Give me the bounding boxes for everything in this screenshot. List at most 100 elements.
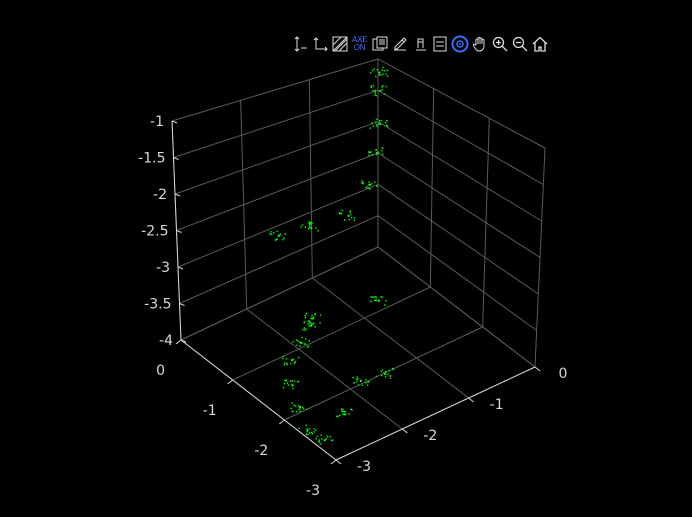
data-point [341,408,343,410]
axis-z-arrows-icon[interactable] [290,34,309,54]
data-point [391,367,394,370]
y-tick-mark [175,339,182,345]
axes-on-toggle[interactable]: AXE ON [350,34,369,54]
data-point [377,151,380,154]
data-point [317,230,319,232]
data-point [383,372,385,374]
x-tick-label: 0 [559,366,568,382]
data-point [370,296,372,298]
data-point [305,313,308,315]
data-point [373,68,376,70]
data-point [308,224,311,226]
data-point [376,125,378,128]
data-point [381,374,383,377]
grid-line [377,152,541,258]
data-point [381,86,383,88]
data-point [361,180,363,182]
data-point [385,121,387,124]
brush-icon[interactable] [410,34,429,54]
data-point [303,321,305,324]
data-point [381,88,384,91]
data-point [375,295,377,298]
data-point [337,415,339,417]
data-point [374,92,376,94]
data-point [366,186,368,188]
y-tick-label: -3 [306,483,320,499]
data-point [292,410,294,413]
data-point [368,183,370,186]
y-tick-label: 0 [156,363,165,379]
data-point [375,149,377,151]
data-point [353,219,356,222]
z-tick-mark [174,193,181,197]
grid-line [377,215,537,331]
data-point [300,341,303,344]
data-point [293,362,296,365]
data-point [389,375,392,377]
rotate-3d-icon[interactable] [450,34,469,54]
x-tick-mark [402,428,408,434]
data-point [382,66,384,69]
data-point [320,443,322,445]
data-point [298,409,300,411]
data-point [355,378,358,380]
legend-icon[interactable] [430,34,449,54]
pan-hand-icon[interactable] [470,34,489,54]
data-point [376,69,378,71]
data-point [313,322,315,324]
data-point [385,300,387,302]
grid-line [377,183,539,295]
grid-line [534,147,546,368]
data-point [274,239,277,241]
data-point [381,369,384,371]
data-point [302,328,304,331]
data-point [300,226,302,228]
data-point [310,227,313,230]
data-point [386,125,389,128]
data-point [342,408,344,411]
data-point [316,435,318,438]
data-point [279,233,281,235]
data-point [378,71,381,74]
data-point [350,216,353,219]
data-point [282,387,285,389]
data-point [306,346,309,348]
data-point [318,439,320,441]
zoom-out-icon[interactable] [510,34,529,54]
data-point [340,213,343,215]
data-point [291,384,294,387]
point-cloud [269,66,395,445]
data-point [381,69,384,71]
x-tick-mark [534,366,541,372]
edit-plot-icon[interactable] [390,34,409,54]
data-point [311,433,314,435]
data-point [297,340,299,342]
data-point [371,122,373,124]
z-tick-mark [176,230,182,233]
home-icon[interactable] [530,34,549,54]
data-point [310,317,312,319]
grid-line [232,286,431,381]
data-point [273,232,275,234]
data-point [276,238,279,240]
data-point [301,224,304,226]
data-point [389,377,392,380]
data-point [366,384,369,386]
data-point [392,368,395,371]
data-point [292,387,294,390]
zoom-in-icon[interactable] [490,34,509,54]
data-point [293,380,296,382]
hatched-box-icon[interactable] [330,34,349,54]
axis-xy-arrows-icon[interactable] [310,34,329,54]
z-tick-mark [171,120,178,124]
z-tick-label: -2.5 [141,224,168,240]
data-point [307,323,309,325]
data-point [381,296,383,298]
data-point [298,427,300,429]
x-tick-label: -3 [357,459,371,475]
data-point [339,212,342,214]
data-point [373,296,375,298]
data-point [283,237,285,239]
copy-figure-icon[interactable] [370,34,389,54]
